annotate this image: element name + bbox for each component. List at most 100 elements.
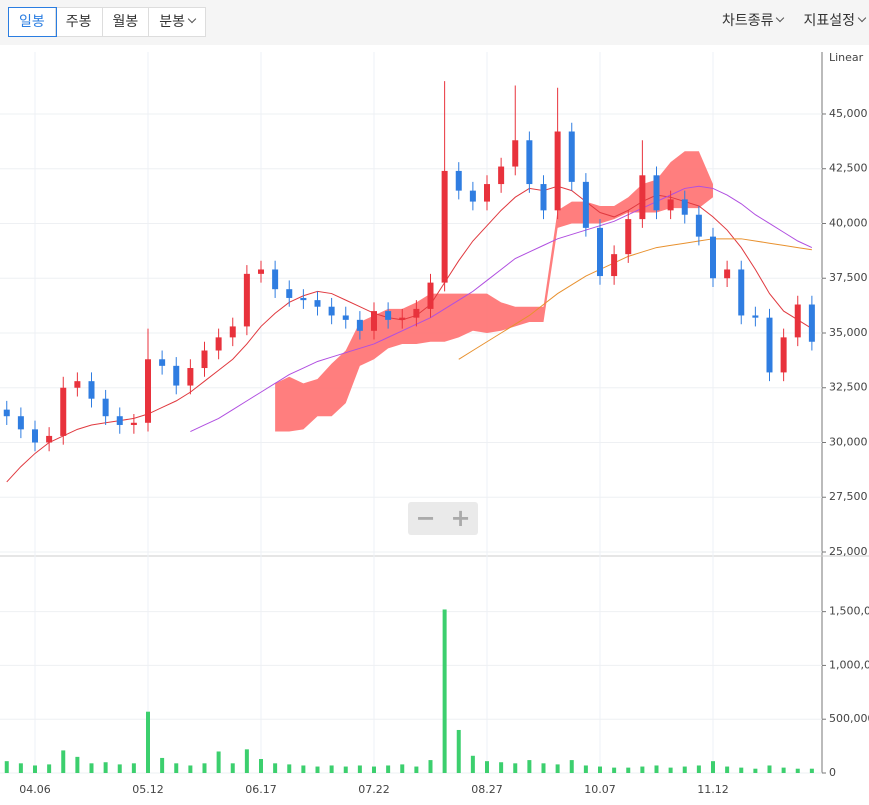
candle-body — [46, 435, 53, 443]
x-tick-label: 08.27 — [471, 783, 503, 796]
volume-bar — [160, 757, 165, 773]
x-tick-label: 07.22 — [358, 783, 390, 796]
volume-bar — [739, 767, 744, 773]
candle-body — [243, 273, 250, 327]
candle-body — [512, 140, 519, 167]
menu[interactable]: 지표설정 — [803, 7, 865, 35]
y-tick-label: 1,000,00 — [829, 658, 869, 671]
volume-bar — [470, 755, 475, 773]
volume-bar — [696, 765, 701, 773]
volume-bar — [555, 764, 560, 773]
volume-bar — [230, 763, 235, 773]
y-tick-label: 30,000 — [829, 435, 868, 448]
candle-body — [385, 311, 392, 320]
candle-body — [582, 181, 589, 228]
candle-body — [3, 409, 10, 417]
candle-body — [229, 326, 236, 338]
period-tab[interactable]: 분봉 — [149, 8, 205, 36]
period-tab[interactable]: 주봉 — [56, 8, 103, 36]
scale-label: Linear — [829, 51, 864, 64]
candle-body — [484, 184, 490, 202]
volume-bar — [598, 766, 602, 773]
candle-body — [74, 381, 81, 388]
menu[interactable]: 차트종류 — [722, 7, 784, 35]
y-tick-label: 42,500 — [829, 162, 868, 175]
y-tick-label: 37,500 — [829, 271, 868, 284]
zoom-out[interactable]: − — [415, 504, 436, 532]
candle-body — [653, 175, 660, 211]
candle-body — [60, 387, 67, 436]
candle-body — [554, 131, 561, 211]
candle-body — [32, 429, 38, 443]
volume-bar — [301, 765, 306, 773]
candle-body — [710, 236, 716, 279]
period-tabs: 일봉 주봉 월봉 분봉 — [8, 7, 207, 37]
volume-bar — [188, 765, 193, 773]
volume-bar — [442, 609, 447, 773]
x-tick-label: 11.12 — [697, 783, 729, 796]
volume-bar — [626, 767, 631, 773]
volume-bar — [767, 765, 772, 773]
volume-bar — [244, 749, 249, 773]
volume-bar — [202, 763, 207, 773]
period-tab[interactable]: 일봉 — [8, 7, 57, 37]
volume-bar — [61, 750, 66, 773]
candle-body — [455, 170, 462, 191]
volume-bar — [287, 764, 292, 773]
y-tick-label: 0 — [829, 766, 836, 779]
volume-bar — [315, 766, 320, 773]
volume-bar — [357, 765, 362, 773]
volume-bar — [456, 729, 461, 773]
candle-body — [639, 175, 646, 220]
volume-bar — [47, 764, 52, 773]
candle-body — [738, 269, 745, 316]
volume-bar — [809, 768, 814, 773]
period-tab[interactable]: 월봉 — [103, 8, 150, 36]
volume-bar — [117, 764, 122, 773]
candle-body — [413, 308, 420, 318]
candle-body — [88, 381, 95, 399]
candle-body — [399, 317, 406, 320]
candle-body — [159, 359, 166, 366]
volume-bar — [795, 768, 800, 773]
volume-bar — [668, 767, 673, 773]
candle-body — [342, 315, 349, 320]
volume-bar — [131, 763, 136, 773]
candle-body — [187, 368, 194, 386]
volume-bar — [4, 761, 9, 773]
volume-bar — [499, 762, 504, 773]
menus: 차트종류 지표설정 — [722, 7, 865, 35]
volume-bar — [569, 760, 574, 773]
volume-bar — [583, 765, 588, 773]
candle-body — [611, 254, 618, 277]
y-tick-label: 32,500 — [829, 381, 868, 394]
candle-body — [427, 282, 434, 309]
ma-line — [458, 238, 812, 360]
volume-bar — [414, 766, 419, 773]
candle-body — [145, 359, 151, 423]
candle-body — [286, 289, 293, 298]
x-tick-label: 10.07 — [584, 783, 616, 796]
volume-bar — [400, 764, 405, 773]
volume-bar — [146, 711, 150, 773]
volume-bar — [485, 761, 489, 773]
candle-body — [102, 398, 109, 417]
candle-body — [201, 350, 208, 369]
candle-body — [272, 269, 279, 290]
x-tick-label: 04.06 — [19, 783, 51, 796]
volume-bar — [711, 761, 715, 773]
volume-bar — [541, 763, 546, 773]
volume-bar — [329, 765, 334, 773]
zoom-in[interactable]: + — [450, 504, 471, 532]
volume-bar — [386, 765, 391, 773]
y-tick-label: 25,000 — [829, 545, 868, 558]
candle-body — [215, 337, 222, 351]
volume-bar — [343, 766, 348, 773]
volume-bar — [216, 751, 221, 773]
volume-bar — [513, 763, 518, 773]
candle-body — [258, 269, 264, 274]
zoom-controls: − + — [408, 502, 478, 535]
volume-bar — [612, 767, 617, 773]
